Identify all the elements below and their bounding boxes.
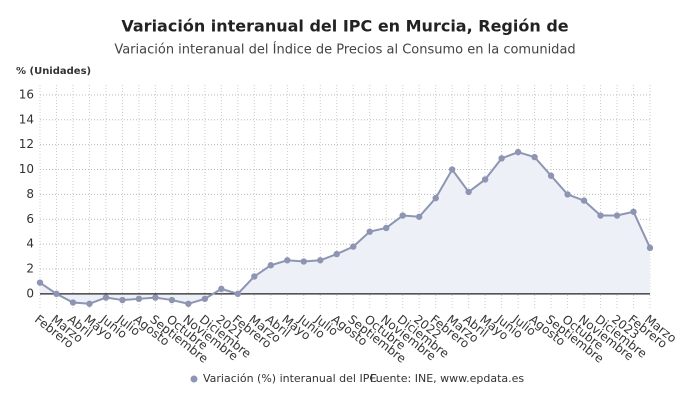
point: [597, 212, 604, 219]
y-tick-label: 6: [26, 212, 34, 226]
point: [432, 194, 439, 202]
point: [514, 148, 522, 156]
y-axis-label: % (Unidades): [16, 66, 91, 77]
y-tick-label: 4: [26, 237, 34, 251]
point: [498, 155, 505, 162]
point: [36, 279, 44, 286]
point: [102, 294, 110, 301]
point: [465, 188, 472, 196]
point: [135, 295, 143, 303]
y-tick-label: 16: [19, 87, 34, 101]
y-tick-label: 2: [26, 261, 34, 275]
point: [267, 262, 275, 269]
point: [564, 191, 571, 198]
point: [399, 212, 406, 219]
point: [448, 166, 456, 173]
area: [40, 152, 650, 304]
point: [366, 228, 373, 235]
point: [119, 296, 126, 304]
y-tick-label: 0: [26, 286, 34, 300]
point: [415, 213, 423, 220]
y-tick-label: 8: [26, 187, 34, 201]
legend-marker: [190, 375, 198, 383]
point: [481, 176, 489, 183]
source: Fuente: INE, www.epdata.es: [370, 372, 524, 385]
point: [317, 257, 324, 264]
point: [646, 244, 654, 252]
point: [251, 273, 258, 280]
y-tick-label: 14: [19, 112, 34, 126]
point: [185, 300, 192, 307]
y-tick-label: 10: [19, 162, 34, 176]
point: [201, 295, 209, 303]
point: [630, 208, 637, 215]
point: [284, 257, 291, 264]
legend-label: Variación (%) interanual del IPC: [203, 372, 377, 385]
point: [383, 224, 390, 232]
point: [234, 290, 242, 298]
y-tick-label: 12: [19, 137, 34, 151]
point: [613, 212, 621, 219]
point: [333, 250, 340, 258]
point: [547, 172, 555, 179]
point: [86, 300, 93, 307]
point: [300, 258, 307, 265]
chart-subtitle: Variación interanual del Índice de Preci…: [114, 42, 575, 58]
point: [69, 299, 77, 306]
point: [580, 197, 588, 204]
point: [53, 290, 60, 298]
point: [350, 243, 357, 250]
chart-title: Variación interanual del IPC en Murcia, …: [121, 17, 568, 36]
point: [168, 296, 176, 304]
point: [152, 294, 159, 301]
point: [531, 153, 538, 161]
point: [218, 285, 225, 293]
